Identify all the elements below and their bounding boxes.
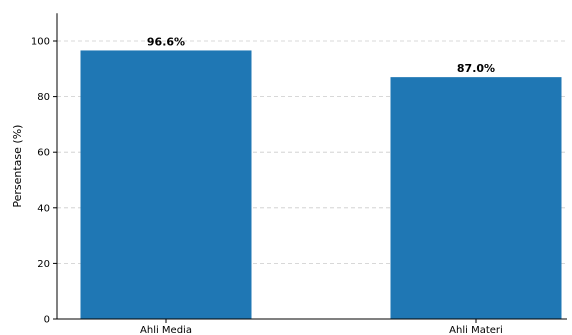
x-tick-label-ahli-materi: Ahli Materi <box>449 325 503 335</box>
y-tick-label-20: 20 <box>37 259 50 270</box>
y-tick-label-100: 100 <box>31 37 50 48</box>
y-tick-label-80: 80 <box>37 92 50 103</box>
bar-ahli-materi <box>390 77 562 319</box>
y-tick-label-40: 40 <box>37 203 50 214</box>
data-label-ahli-media: 96.6% <box>147 35 185 48</box>
bar-ahli-media <box>80 50 252 320</box>
data-label-ahli-materi: 87.0% <box>457 62 495 75</box>
y-tick-label-60: 60 <box>37 148 50 159</box>
x-tick-label-ahli-media: Ahli Media <box>140 325 192 335</box>
bars <box>80 50 562 320</box>
labels: 96.6% 87.0% 0 20 40 60 80 100 Ahli Media Ahli Mat… <box>11 35 503 335</box>
y-tick-label-0: 0 <box>44 315 50 326</box>
axes <box>53 13 567 323</box>
y-axis-label: Persentase (%) <box>11 125 24 208</box>
